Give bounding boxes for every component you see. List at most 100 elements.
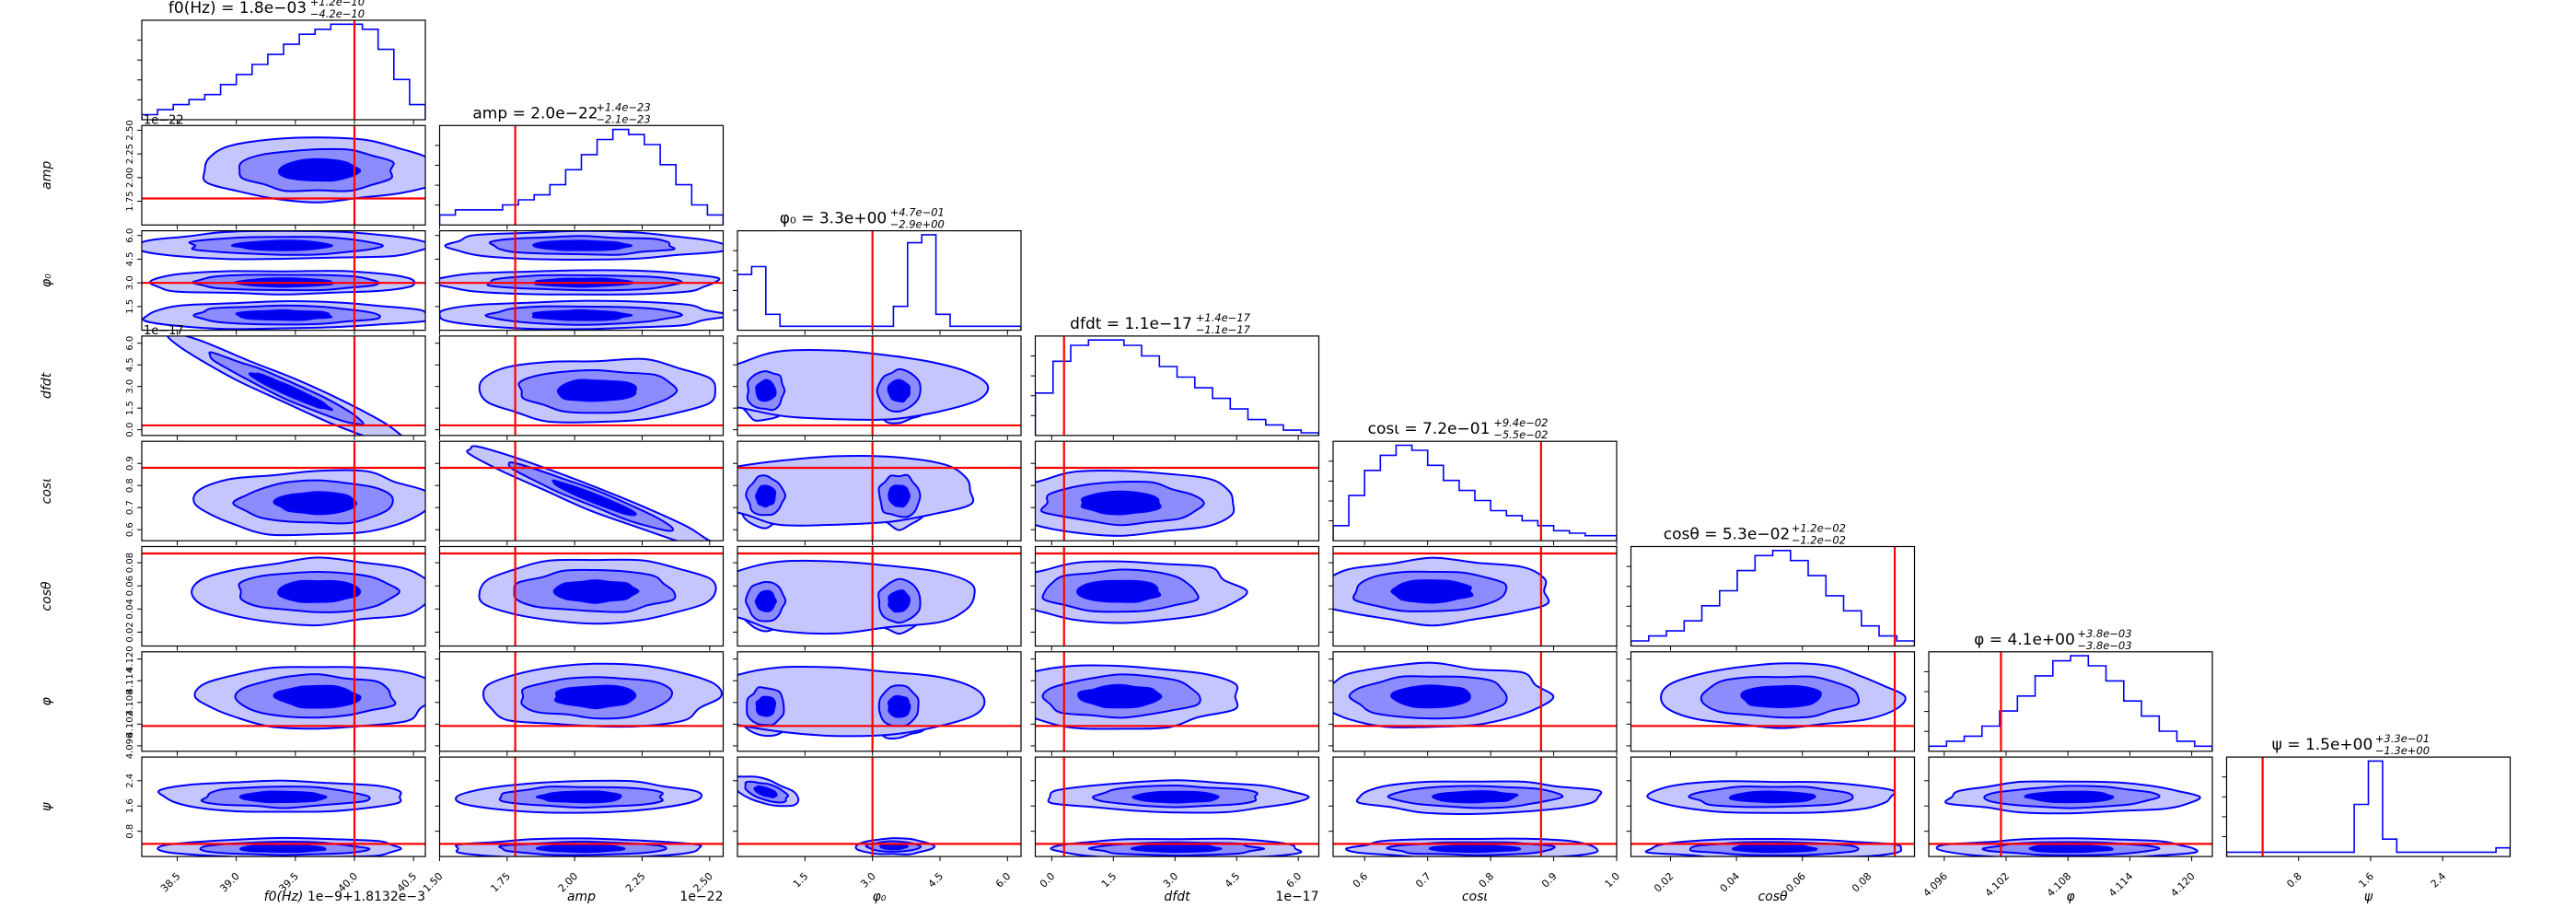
- contours-cosi-vs-phi0: [737, 455, 975, 531]
- x-tick-label-costheta: 0.04: [1718, 870, 1743, 895]
- x-tick-label-dfdt: 6.0: [1284, 870, 1305, 891]
- panel-title-f0: f0(Hz) = 1.8e−03: [168, 0, 307, 17]
- panel-frame: [438, 545, 725, 647]
- x-tick-label-phi0: 1.5: [791, 870, 811, 891]
- panel-err-plus-dfdt: +1.4e−17: [1196, 311, 1251, 324]
- y-axis-label-dfdt: dfdt: [40, 372, 54, 399]
- y-tick-label-phi0: 4.5: [125, 252, 135, 267]
- y-tick-label-dfdt: 0.0: [125, 423, 135, 437]
- histogram-cosi: [1333, 444, 1617, 541]
- panel-frame: [1034, 651, 1320, 752]
- panel-frame: [141, 440, 426, 541]
- y-tick-label-costheta: 0.06: [125, 576, 135, 596]
- contours-costheta-vs-dfdt: [1035, 560, 1248, 624]
- panel-varphi-vs-phi0: [733, 651, 1022, 756]
- panel-frame: [1034, 545, 1320, 647]
- y-tick-label-varphi: 4.120: [125, 646, 135, 672]
- panel-err-minus-costheta: −1.2e−02: [1792, 534, 1846, 547]
- panel-cosi-vs-dfdt: [1030, 440, 1320, 546]
- panel-phi0-vs-f0: [137, 230, 426, 335]
- contour-level-3: [552, 579, 640, 604]
- panel-frame: [1630, 651, 1916, 752]
- panel-varphi-vs-amp: [435, 651, 725, 756]
- contour-level-3: [2024, 790, 2115, 804]
- y-axis-label-varphi: φ: [40, 696, 54, 705]
- panel-frame: [141, 335, 426, 437]
- panel-psi-vs-varphi: [1924, 756, 2213, 862]
- contours-cosi-vs-amp: [466, 445, 713, 541]
- contour-level-3: [239, 844, 327, 854]
- y-tick-label-amp: 2.25: [125, 144, 135, 164]
- y-tick-label-phi0: 6.0: [125, 228, 135, 243]
- contours-dfdt-vs-amp: [478, 357, 716, 424]
- y-tick-label-cosi: 0.7: [125, 500, 135, 515]
- y-tick-label-amp: 1.75: [125, 191, 135, 211]
- x-tick-label-cosi: 0.8: [1477, 870, 1497, 891]
- y-tick-label-dfdt: 4.5: [125, 357, 135, 372]
- contour-level-3: [887, 378, 911, 403]
- contour-level-3: [553, 684, 637, 710]
- panel-title-psi: ψ = 1.5e+00: [2272, 736, 2373, 754]
- contours-psi-vs-phi0: [737, 775, 936, 856]
- contour-level-3: [1130, 844, 1223, 854]
- histogram-dfdt: [1035, 339, 1319, 436]
- panel-varphi-vs-dfdt: [1030, 651, 1320, 756]
- x-offset-dfdt: 1e−17: [1275, 890, 1318, 904]
- panel-varphi-vs-varphi: φ = 4.1e+00 +3.8e−03−3.8e−03: [1924, 627, 2213, 756]
- contour-level-1: [737, 559, 976, 635]
- contour-level-3: [1732, 844, 1818, 854]
- x-tick-label-varphi: 4.096: [1920, 870, 1949, 899]
- x-axis-label-dfdt: dfdt: [1164, 890, 1190, 904]
- contour-level-3: [556, 378, 637, 402]
- panel-cosi-vs-cosi: cosι = 7.2e−01 +9.4e−02−5.5e−02: [1329, 416, 1618, 546]
- y-tick-label-amp: 2.00: [125, 168, 135, 188]
- panel-title-costheta: cosθ = 5.3e−02: [1664, 526, 1790, 544]
- y-tick-label-varphi: 4.114: [125, 668, 135, 694]
- x-axis-label-amp: amp: [567, 890, 596, 904]
- contour-level-3: [888, 589, 911, 613]
- y-tick-label-phi0: 1.5: [125, 299, 135, 314]
- contour-level-3: [238, 790, 328, 804]
- contour-level-1: [737, 349, 990, 421]
- contours-varphi-vs-amp: [482, 662, 723, 728]
- contour-level-3: [754, 589, 778, 612]
- x-tick-label-phi0: 6.0: [993, 870, 1014, 891]
- panel-err-minus-phi0: −2.9e+00: [890, 218, 945, 231]
- x-tick-label-amp: 2.25: [623, 870, 648, 895]
- panel-err-minus-amp: −2.1e−23: [596, 112, 650, 125]
- x-axis-label-f0: f0(Hz): [264, 890, 304, 904]
- histogram-psi: [2226, 760, 2511, 857]
- panel-err-minus-varphi: −3.8e−03: [2077, 639, 2131, 652]
- panel-psi-vs-psi: ψ = 1.5e+00 +3.3e−01−1.3e+00: [2222, 732, 2512, 862]
- panel-frame: [438, 230, 725, 332]
- contour-level-1: [737, 455, 975, 527]
- y-tick-label-psi: 0.8: [125, 824, 135, 839]
- panel-err-minus-f0: −4.2e−10: [310, 7, 365, 20]
- x-tick-label-dfdt: 1.5: [1099, 870, 1120, 891]
- panel-frame: [737, 545, 1022, 647]
- panel-frame: [438, 124, 725, 226]
- y-axis-label-costheta: cosθ: [40, 581, 54, 611]
- panel-frame: [737, 756, 1022, 857]
- panel-frame: [141, 19, 426, 121]
- y-offset-dfdt: 1e−17: [144, 324, 184, 338]
- y-tick-label-varphi: 4.102: [125, 711, 135, 738]
- y-axis-label-cosi: cosι: [40, 478, 54, 504]
- y-tick-label-dfdt: 6.0: [125, 336, 135, 351]
- contours-varphi-vs-cosi: [1333, 661, 1555, 728]
- contour-level-3: [230, 239, 333, 251]
- contour-level-3: [273, 684, 362, 709]
- panel-psi-vs-cosi: [1329, 756, 1618, 862]
- contour-level-3: [1076, 579, 1162, 603]
- panel-title-phi0: φ₀ = 3.3e+00: [780, 210, 887, 228]
- y-tick-label-phi0: 3.0: [125, 275, 135, 290]
- panel-frame: [438, 335, 725, 437]
- panel-frame: [1630, 756, 1916, 857]
- x-tick-label-f0: 38.5: [158, 870, 183, 895]
- panel-cosi-vs-amp: [435, 440, 725, 546]
- y-tick-label-psi: 1.6: [125, 798, 135, 813]
- y-axis-label-psi: ψ: [40, 802, 54, 811]
- x-tick-label-psi: 1.6: [2356, 870, 2376, 891]
- panel-phi0-vs-phi0: φ₀ = 3.3e+00 +4.7e−01−2.9e+00: [733, 206, 1022, 335]
- y-axis-label-amp: amp: [40, 161, 54, 190]
